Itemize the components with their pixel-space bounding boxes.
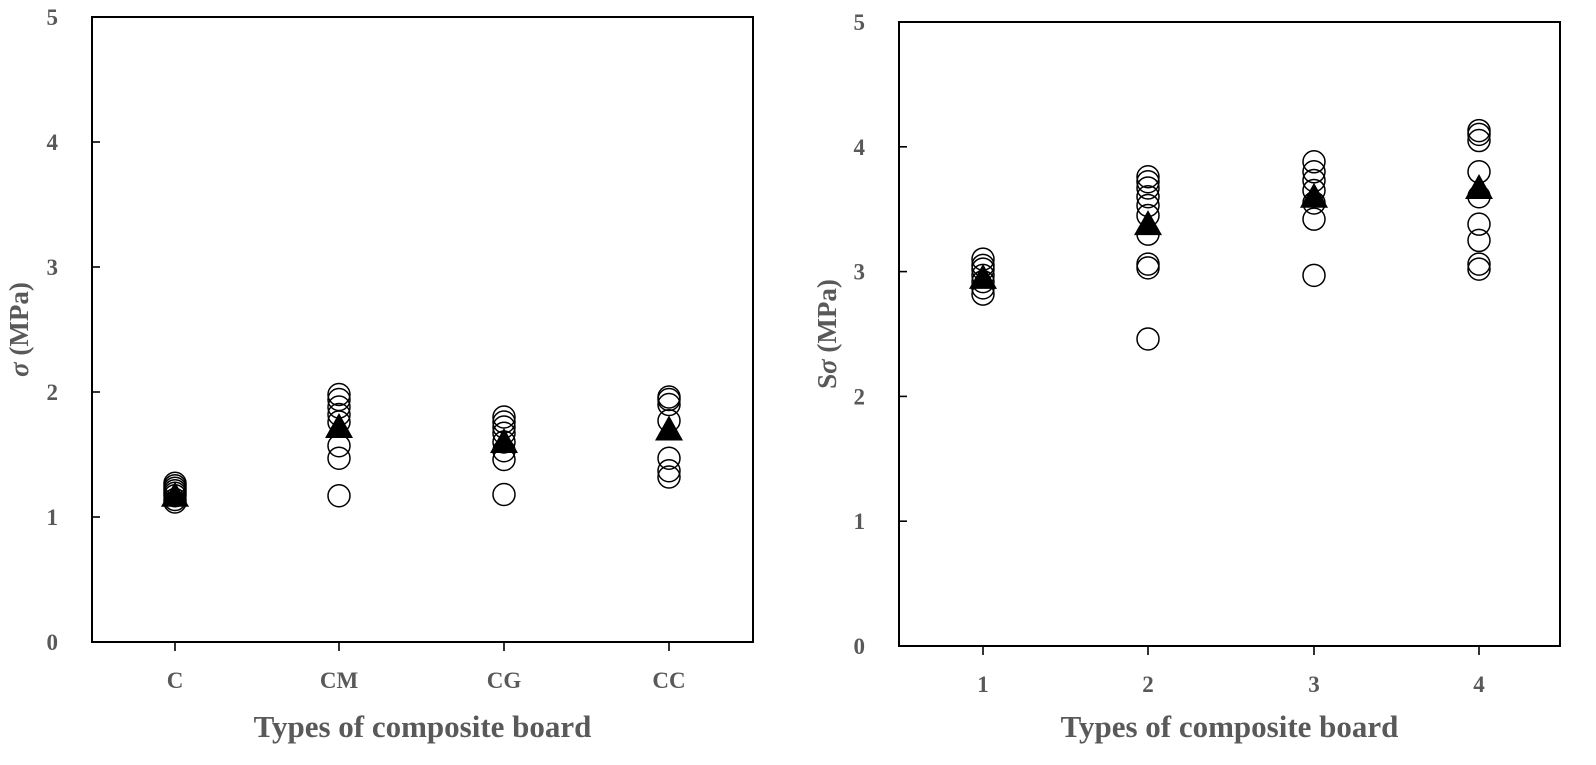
- data-point: [1467, 228, 1491, 253]
- data-point: [1467, 252, 1491, 276]
- y-tick-label: 0: [854, 634, 866, 659]
- x-tick-label: 3: [1308, 672, 1320, 697]
- x-axis-title: Types of composite board: [1061, 709, 1399, 744]
- data-point: [657, 387, 681, 412]
- y-axis-title: σ (MPa): [4, 282, 34, 377]
- data-point: [492, 482, 516, 507]
- plot-frame: [898, 21, 1561, 647]
- data-point: [1467, 212, 1491, 236]
- x-tick-label: 2: [1142, 672, 1154, 697]
- mean-marker: [490, 428, 518, 453]
- data-point: [327, 446, 351, 470]
- mean-marker: [969, 263, 997, 289]
- y-axis-title: Sσ (MPa): [812, 279, 842, 389]
- data-point: [327, 484, 351, 508]
- mean-marker: [1465, 173, 1493, 199]
- y-axis-title-unit: (MPa): [812, 279, 842, 359]
- data-point: [327, 434, 351, 458]
- y-axis-title-prefix: S: [812, 374, 842, 389]
- plot-frame: [91, 16, 754, 643]
- chart-left: 0 1 2 3 4 5 C CM CG CC Types of composite board σ (…: [4, 5, 754, 744]
- y-tick-label: 2: [854, 384, 866, 409]
- y-axis-title-symbol: σ: [812, 358, 842, 374]
- y-axis-title-symbol: σ: [4, 361, 34, 377]
- data-point: [657, 446, 681, 470]
- data-point: [1467, 128, 1491, 153]
- data-point: [1136, 327, 1160, 351]
- data-point: [1136, 252, 1160, 276]
- mean-marker: [325, 413, 353, 438]
- y-tick-label: 3: [854, 260, 866, 285]
- y-axis-title-unit: (MPa): [4, 282, 34, 362]
- chart-right: 0 1 2 3 4 5 1 2 3 4 Types of composite board Sσ (MP…: [812, 10, 1561, 744]
- x-tick-label: CG: [487, 668, 522, 693]
- mean-marker: [1300, 182, 1328, 208]
- mean-marker: [655, 415, 683, 441]
- data-point: [1136, 184, 1160, 209]
- data-point: [492, 405, 516, 429]
- data-point: [657, 465, 681, 489]
- data-point: [1302, 150, 1326, 174]
- data-point: [1467, 118, 1491, 143]
- x-tick-label: CC: [652, 668, 685, 693]
- data-point: [1136, 176, 1160, 200]
- data-point: [327, 387, 351, 412]
- y-tick-label: 4: [47, 130, 59, 155]
- y-tick-label: 5: [47, 5, 59, 30]
- data-point: [657, 459, 681, 483]
- data-point: [657, 385, 681, 409]
- x-tick-label: 1: [977, 672, 989, 697]
- data-point: [1136, 169, 1160, 194]
- x-tick-label: 4: [1473, 672, 1485, 697]
- data-point: [1136, 165, 1160, 189]
- x-tick-label: CM: [320, 668, 359, 693]
- y-tick-label: 0: [47, 630, 59, 655]
- x-axis-title: Types of composite board: [254, 709, 592, 744]
- data-point: [1302, 263, 1326, 288]
- data-point: [1302, 207, 1326, 231]
- y-tick-label: 5: [854, 10, 866, 35]
- y-tick-label: 1: [47, 505, 59, 530]
- mean-marker: [1134, 210, 1162, 236]
- data-point: [327, 382, 351, 407]
- mean-marker: [161, 481, 189, 507]
- x-tick-label: C: [167, 668, 184, 693]
- y-tick-label: 4: [854, 135, 866, 160]
- data-point: [1467, 257, 1491, 281]
- y-tick-label: 2: [47, 380, 59, 405]
- y-tick-label: 3: [47, 255, 59, 280]
- y-tick-label: 1: [854, 509, 866, 534]
